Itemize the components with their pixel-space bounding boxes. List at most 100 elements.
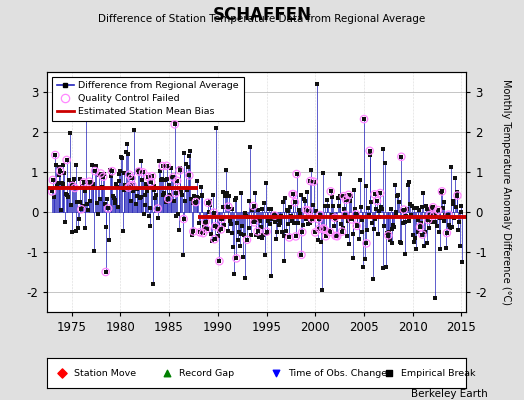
Point bbox=[403, 182, 412, 189]
Point bbox=[176, 164, 184, 171]
Point bbox=[378, 206, 386, 212]
Point bbox=[310, 216, 319, 222]
Point bbox=[84, 207, 92, 213]
Point bbox=[347, 193, 355, 199]
Point bbox=[142, 181, 150, 188]
Point bbox=[449, 198, 457, 204]
Point bbox=[173, 178, 181, 184]
Point bbox=[159, 192, 168, 199]
Point bbox=[371, 216, 379, 222]
Point bbox=[359, 264, 367, 270]
Point bbox=[363, 227, 372, 233]
Point bbox=[322, 233, 330, 240]
Point bbox=[208, 237, 216, 244]
Point bbox=[265, 206, 273, 212]
Point bbox=[381, 160, 389, 167]
Point bbox=[233, 220, 242, 226]
Point bbox=[420, 243, 428, 250]
Point bbox=[161, 199, 170, 205]
Point bbox=[335, 192, 344, 199]
Point bbox=[284, 208, 292, 214]
Point bbox=[400, 218, 409, 225]
Point bbox=[205, 209, 213, 216]
Point bbox=[331, 214, 339, 221]
Legend: Difference from Regional Average, Quality Control Failed, Estimated Station Mean: Difference from Regional Average, Qualit… bbox=[52, 77, 244, 121]
Point bbox=[173, 178, 181, 184]
Point bbox=[391, 210, 400, 216]
Point bbox=[60, 170, 69, 176]
Point bbox=[341, 212, 350, 218]
Point bbox=[333, 233, 341, 240]
Point bbox=[376, 190, 385, 196]
Point bbox=[180, 150, 189, 156]
Point bbox=[139, 169, 147, 176]
Point bbox=[99, 174, 107, 180]
Point bbox=[442, 245, 450, 252]
Point bbox=[315, 226, 323, 232]
Point bbox=[135, 168, 143, 175]
Point bbox=[241, 210, 249, 216]
Point bbox=[185, 172, 193, 179]
Point bbox=[102, 224, 111, 230]
Point bbox=[286, 204, 294, 210]
Point bbox=[362, 240, 370, 246]
Point bbox=[364, 204, 372, 211]
Point bbox=[430, 212, 438, 219]
Point bbox=[77, 206, 85, 212]
Point bbox=[362, 240, 370, 246]
Point bbox=[289, 191, 298, 197]
Point bbox=[133, 193, 141, 199]
Point bbox=[161, 176, 169, 183]
Point bbox=[431, 295, 440, 301]
Point bbox=[271, 218, 280, 225]
Point bbox=[297, 191, 305, 198]
Point bbox=[144, 174, 152, 180]
Point bbox=[68, 183, 77, 189]
Point bbox=[192, 199, 200, 205]
Point bbox=[255, 234, 264, 240]
Point bbox=[219, 203, 227, 210]
Point bbox=[358, 229, 367, 236]
Point bbox=[195, 229, 204, 236]
Point bbox=[436, 246, 444, 252]
Point bbox=[298, 229, 307, 235]
Point bbox=[440, 218, 448, 224]
Point bbox=[199, 230, 208, 236]
Point bbox=[86, 198, 94, 204]
Point bbox=[306, 178, 314, 184]
Point bbox=[374, 231, 382, 238]
Point bbox=[53, 180, 62, 186]
Point bbox=[49, 194, 58, 200]
Point bbox=[447, 224, 456, 230]
Point bbox=[380, 223, 388, 230]
Point bbox=[323, 196, 332, 203]
Point bbox=[91, 168, 99, 174]
Point bbox=[111, 200, 119, 207]
Point bbox=[93, 200, 101, 207]
Point bbox=[354, 212, 363, 218]
Point bbox=[124, 184, 133, 191]
Point bbox=[355, 236, 363, 242]
Point bbox=[434, 207, 442, 213]
Point bbox=[445, 222, 453, 228]
Point bbox=[334, 195, 342, 202]
Point bbox=[351, 206, 359, 212]
Point bbox=[416, 224, 424, 230]
Point bbox=[431, 219, 439, 225]
Point bbox=[130, 185, 139, 192]
Point bbox=[243, 236, 251, 243]
Point bbox=[338, 228, 346, 235]
Point bbox=[387, 240, 396, 247]
Point bbox=[192, 178, 201, 184]
Point bbox=[292, 171, 301, 177]
Point bbox=[106, 173, 115, 179]
Point bbox=[66, 130, 74, 137]
Point bbox=[167, 165, 175, 172]
Point bbox=[122, 148, 130, 155]
Point bbox=[146, 204, 155, 211]
Point bbox=[331, 233, 340, 239]
Point bbox=[340, 193, 348, 199]
Point bbox=[425, 225, 433, 232]
Point bbox=[99, 174, 107, 180]
Y-axis label: Monthly Temperature Anomaly Difference (°C): Monthly Temperature Anomaly Difference (… bbox=[501, 79, 511, 305]
